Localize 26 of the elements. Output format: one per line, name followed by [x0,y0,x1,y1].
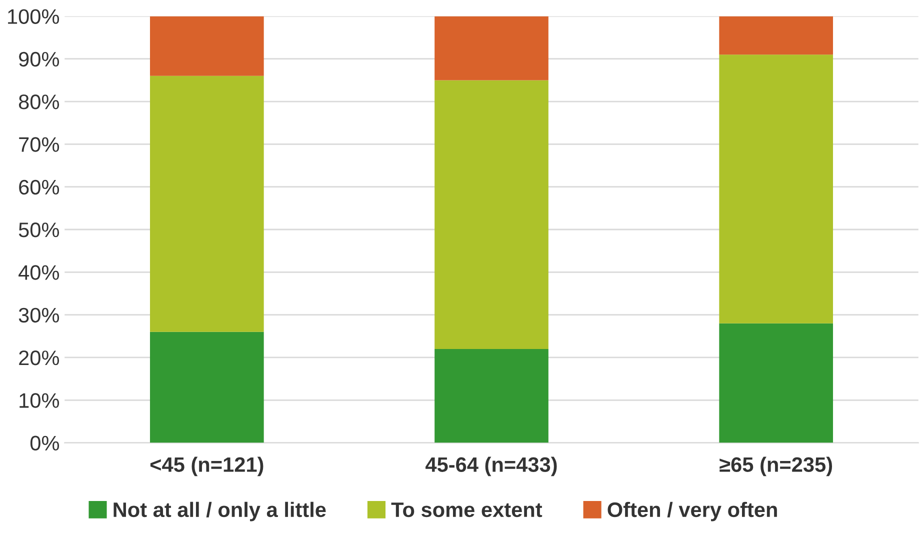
bar [150,332,264,443]
y-tick-label: 60% [19,180,60,195]
y-tick-label: 0% [30,436,60,451]
bar [719,16,834,55]
bar [150,16,264,76]
bar [719,323,834,443]
y-tick-label: 40% [18,265,60,280]
y-tick-label: 70% [19,137,60,152]
x-tick-label: ≥65 (n=235) [720,456,832,476]
bar [434,348,548,443]
y-tick-label: 10% [20,393,60,408]
legend-label: Often / very often [608,502,777,522]
y-tick-label: 20% [19,350,60,366]
bar [434,16,548,80]
legend-label: To some extent [391,502,542,518]
y-tick-label: 90% [19,52,60,67]
y-tick-label: 30% [18,308,60,323]
bar [719,54,834,324]
y-tick-label: 100% [8,9,60,24]
x-tick-label: 45-64 (n=433) [426,456,557,476]
bar [434,80,548,349]
legend-label: Not at all / only a little [114,502,326,522]
x-tick-label: <45 (n=121) [150,456,264,476]
y-tick-label: 80% [18,94,60,110]
bar [150,76,264,332]
y-tick-label: 50% [18,222,60,238]
